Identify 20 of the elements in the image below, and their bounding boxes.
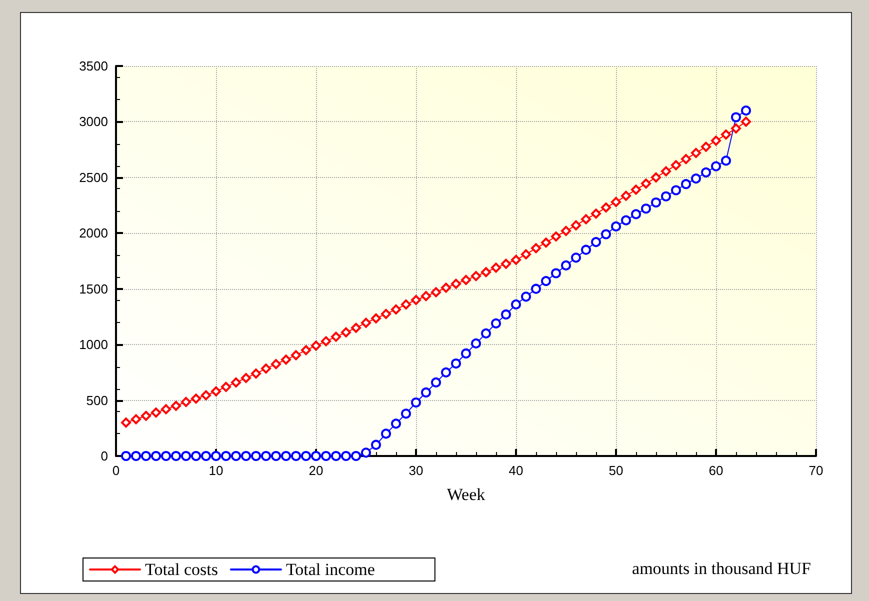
x-tick-label: 30 [408,463,424,478]
text: amounts in thousand HUF [632,559,812,578]
x-tick-label: 40 [508,463,524,478]
x-tick-label: 0 [112,463,120,478]
y-tick-label: 1000 [79,337,108,352]
x-tick-label: 10 [208,463,224,478]
x-tick-label: 60 [708,463,724,478]
x-tick-label: 70 [808,463,824,478]
legend-label: Total costs [145,560,218,579]
y-tick-label: 500 [86,392,108,408]
x-tick-label: 20 [308,463,324,478]
y-tick-label: 3000 [79,114,108,130]
y-tick-label: 0 [100,448,108,464]
y-tick-label: 1500 [79,281,108,296]
y-tick-label: 2000 [79,226,108,241]
y-tick-label: 2500 [79,170,108,185]
y-tick-label: 3500 [79,58,108,74]
legend-label: Total income [286,560,375,579]
x-tick-label: 50 [608,463,624,478]
x-axis-title: Week [446,485,486,504]
